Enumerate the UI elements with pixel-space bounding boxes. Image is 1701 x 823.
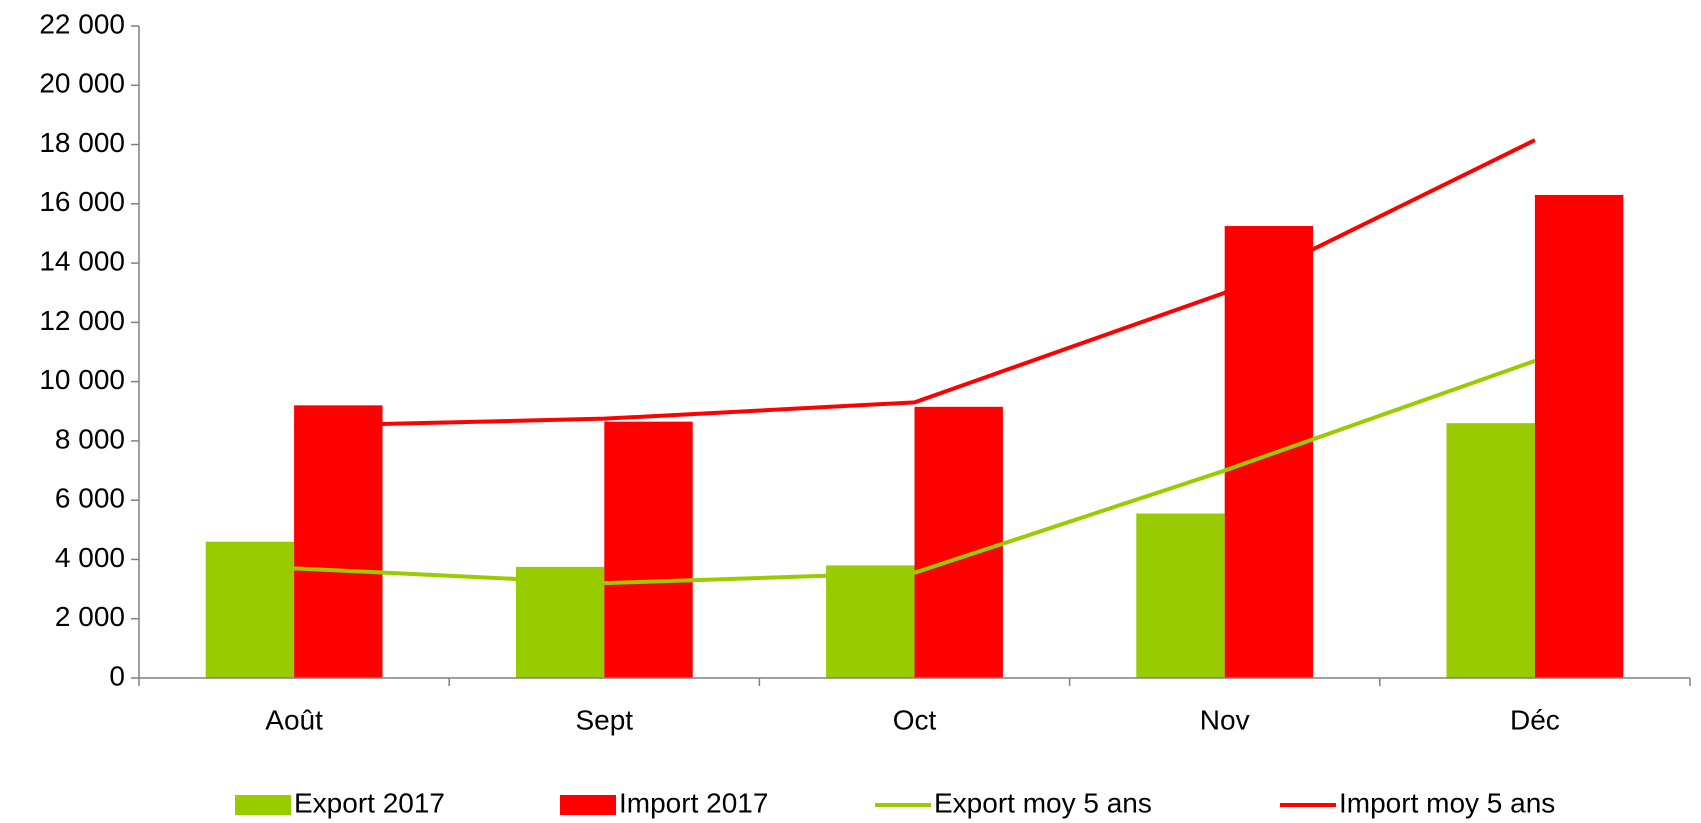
bar (1446, 423, 1535, 678)
line (294, 138, 1536, 429)
bar (1534, 194, 1624, 678)
legend-swatch (235, 795, 291, 815)
y-tick-label: 4 000 (55, 542, 125, 573)
legend-label: Export 2017 (294, 787, 445, 818)
bar (205, 541, 295, 678)
y-tick-label: 14 000 (39, 245, 125, 276)
y-tick-label: 12 000 (39, 305, 125, 336)
x-tick-label: Déc (1510, 704, 1560, 735)
bar (604, 421, 693, 678)
bar (1224, 226, 1314, 678)
legend-label: Import 2017 (619, 787, 768, 818)
y-tick-label: 20 000 (39, 68, 125, 99)
x-tick-label: Oct (893, 704, 937, 735)
x-tick-label: Août (265, 704, 323, 735)
y-tick-label: 0 (109, 660, 125, 691)
y-tick-label: 6 000 (55, 483, 125, 514)
y-tick-label: 22 000 (39, 8, 125, 39)
legend-label: Import moy 5 ans (1339, 787, 1555, 818)
x-tick-label: Sept (575, 704, 633, 735)
bar (1136, 513, 1225, 678)
bar (294, 405, 383, 678)
legend-swatch (560, 795, 616, 815)
bar (826, 565, 915, 678)
y-tick-label: 2 000 (55, 601, 125, 632)
x-tick-label: Nov (1200, 704, 1250, 735)
y-tick-label: 16 000 (39, 186, 125, 217)
y-tick-label: 18 000 (39, 127, 125, 158)
bar (914, 406, 1003, 678)
line (294, 359, 1536, 586)
y-tick-label: 10 000 (39, 364, 125, 395)
legend-label: Export moy 5 ans (934, 787, 1152, 818)
bar (515, 566, 605, 678)
y-tick-label: 8 000 (55, 423, 125, 454)
